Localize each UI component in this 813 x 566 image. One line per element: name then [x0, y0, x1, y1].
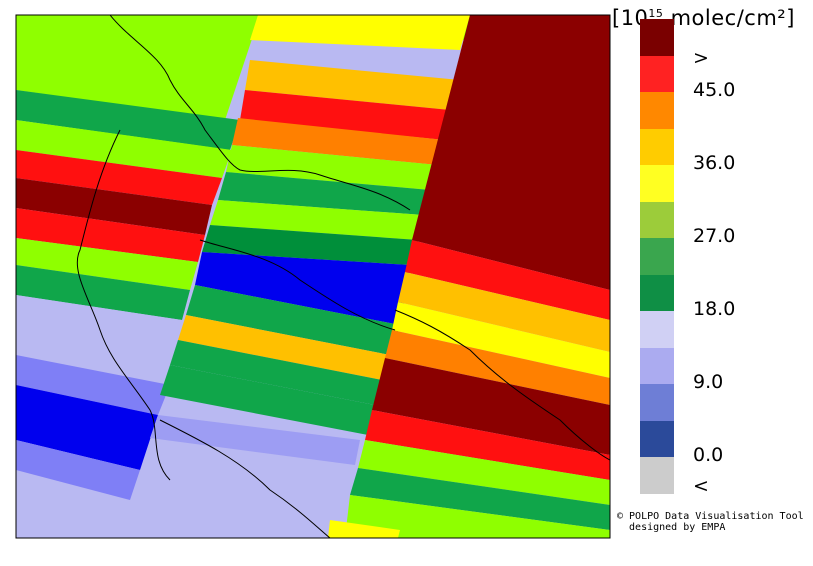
legend-label: 27.0	[693, 225, 736, 247]
legend-swatch	[640, 347, 674, 384]
legend-label: 9.0	[693, 371, 724, 393]
legend-label: >	[693, 47, 709, 69]
legend-label: 0.0	[693, 444, 724, 466]
satellite-swaths	[16, 15, 610, 538]
legend-swatch	[640, 383, 674, 421]
legend-swatch	[640, 128, 674, 165]
legend-swatch	[640, 201, 674, 238]
legend-swatch	[640, 310, 674, 348]
legend-swatch	[640, 164, 674, 202]
legend-swatch	[640, 18, 674, 56]
units-rest: molec/cm²]	[663, 6, 795, 30]
units-exponent: 15	[648, 7, 664, 20]
units-title: [1015 molec/cm²]	[612, 6, 795, 30]
legend-swatch	[640, 456, 674, 494]
credit-line-2: designed by EMPA	[617, 522, 726, 533]
credit-text: © POLPO Data Visualisation Tool designed…	[617, 511, 804, 533]
legend-swatch	[640, 274, 674, 311]
legend-label: <	[693, 475, 709, 497]
legend-label: 45.0	[693, 79, 736, 101]
legend-swatch	[640, 237, 674, 275]
legend-label: 36.0	[693, 152, 736, 174]
legend-swatch	[640, 91, 674, 129]
legend-label: 18.0	[693, 298, 736, 320]
legend-swatch	[640, 55, 674, 92]
credit-line-1: © POLPO Data Visualisation Tool	[617, 511, 804, 522]
legend-swatch	[640, 420, 674, 457]
